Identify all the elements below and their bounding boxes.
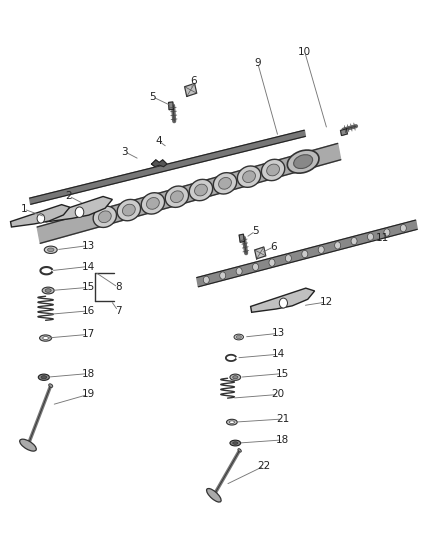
Polygon shape: [11, 205, 70, 227]
Polygon shape: [197, 220, 417, 287]
Text: 1: 1: [21, 204, 27, 214]
Ellipse shape: [261, 159, 285, 181]
Text: 14: 14: [272, 349, 285, 359]
Text: 7: 7: [115, 306, 121, 316]
Circle shape: [253, 263, 258, 271]
Circle shape: [269, 259, 275, 266]
Text: 13: 13: [272, 328, 285, 338]
Text: 6: 6: [271, 241, 277, 252]
Circle shape: [236, 268, 242, 275]
Circle shape: [37, 214, 45, 223]
Ellipse shape: [233, 442, 238, 445]
Circle shape: [302, 251, 308, 257]
Text: 10: 10: [298, 47, 311, 58]
Text: 3: 3: [121, 147, 128, 157]
Ellipse shape: [170, 191, 184, 203]
Text: 6: 6: [190, 76, 197, 86]
Text: 17: 17: [81, 329, 95, 340]
Ellipse shape: [233, 376, 238, 379]
Ellipse shape: [47, 248, 54, 252]
Polygon shape: [341, 129, 347, 135]
Polygon shape: [37, 143, 341, 243]
Text: 2: 2: [65, 191, 72, 201]
Ellipse shape: [267, 164, 279, 176]
Circle shape: [384, 229, 390, 236]
Polygon shape: [30, 130, 305, 204]
Ellipse shape: [38, 374, 49, 381]
Polygon shape: [152, 160, 167, 167]
Ellipse shape: [243, 171, 255, 182]
Circle shape: [203, 276, 209, 284]
Ellipse shape: [141, 193, 165, 214]
Ellipse shape: [44, 246, 57, 254]
Ellipse shape: [43, 336, 48, 340]
Ellipse shape: [165, 186, 189, 207]
Polygon shape: [254, 247, 266, 259]
Ellipse shape: [194, 184, 207, 196]
Text: 15: 15: [276, 369, 289, 378]
Ellipse shape: [93, 206, 117, 228]
Text: 13: 13: [81, 240, 95, 251]
Ellipse shape: [230, 374, 240, 381]
Ellipse shape: [234, 334, 244, 340]
Circle shape: [318, 246, 324, 253]
Ellipse shape: [207, 489, 221, 502]
Ellipse shape: [287, 150, 319, 173]
Text: 14: 14: [81, 262, 95, 271]
Ellipse shape: [230, 421, 234, 423]
Ellipse shape: [213, 173, 237, 194]
Ellipse shape: [236, 335, 241, 338]
Text: 5: 5: [252, 226, 259, 236]
Text: 20: 20: [272, 390, 285, 399]
Ellipse shape: [49, 384, 53, 387]
Circle shape: [351, 237, 357, 245]
Circle shape: [75, 207, 84, 217]
Ellipse shape: [230, 440, 240, 446]
Ellipse shape: [117, 199, 141, 221]
Circle shape: [400, 224, 406, 232]
Circle shape: [279, 298, 287, 308]
Ellipse shape: [238, 449, 241, 452]
Polygon shape: [251, 288, 314, 312]
Text: 11: 11: [375, 233, 389, 243]
Text: 21: 21: [276, 414, 289, 424]
Polygon shape: [45, 197, 113, 222]
Text: 15: 15: [81, 282, 95, 293]
Text: 16: 16: [81, 306, 95, 316]
Ellipse shape: [189, 179, 212, 201]
Text: 9: 9: [254, 58, 261, 68]
Ellipse shape: [41, 376, 47, 379]
Ellipse shape: [42, 287, 54, 294]
Circle shape: [367, 233, 374, 240]
Text: 18: 18: [276, 435, 289, 445]
Ellipse shape: [237, 166, 261, 187]
Text: 12: 12: [320, 297, 333, 307]
Polygon shape: [239, 234, 244, 243]
Circle shape: [335, 242, 341, 249]
Text: 4: 4: [155, 136, 162, 146]
Ellipse shape: [219, 177, 231, 189]
Ellipse shape: [123, 204, 135, 216]
Polygon shape: [169, 102, 173, 110]
Ellipse shape: [39, 335, 52, 341]
Circle shape: [220, 272, 226, 279]
Circle shape: [286, 255, 291, 262]
Ellipse shape: [99, 211, 111, 223]
Ellipse shape: [226, 419, 237, 425]
Ellipse shape: [20, 439, 36, 451]
Text: 22: 22: [258, 461, 271, 471]
Ellipse shape: [45, 289, 51, 293]
Text: 19: 19: [81, 390, 95, 399]
Text: 8: 8: [115, 282, 121, 293]
Text: 5: 5: [149, 92, 156, 102]
Ellipse shape: [146, 198, 159, 209]
Ellipse shape: [293, 155, 313, 168]
Polygon shape: [185, 84, 197, 96]
Text: 18: 18: [81, 369, 95, 378]
